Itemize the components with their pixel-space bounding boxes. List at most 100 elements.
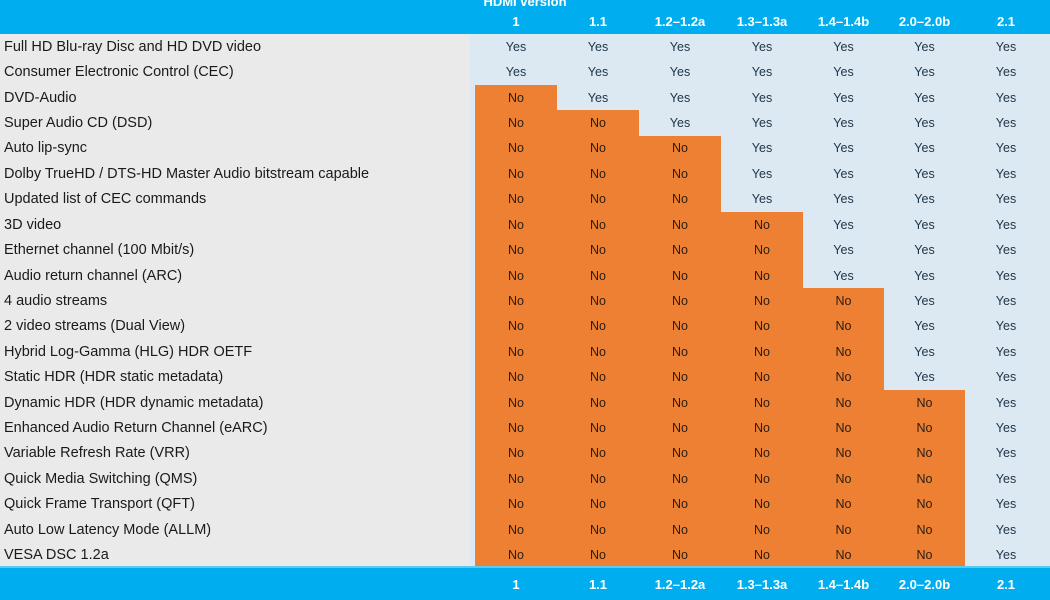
- support-cell: No: [754, 370, 770, 385]
- support-cell: No: [590, 421, 606, 436]
- feature-label: Ethernet channel (100 Mbit/s): [4, 242, 195, 259]
- feature-label: Enhanced Audio Return Channel (eARC): [4, 420, 268, 437]
- support-cell: Yes: [669, 65, 691, 80]
- unsupported-block-column-2: [557, 110, 639, 568]
- support-cell: Yes: [995, 548, 1017, 563]
- table-row: Super Audio CD (DSD) No No Yes Yes Yes Yes Yes: [0, 110, 1050, 135]
- table-row: Dolby TrueHD / DTS-HD Master Audio bitst…: [0, 161, 1050, 186]
- support-cell: No: [590, 370, 606, 385]
- table-row: Dynamic HDR (HDR dynamic metadata) No No No…: [0, 390, 1050, 415]
- support-cell: No: [672, 471, 688, 486]
- footer-divider: [0, 566, 1050, 568]
- support-cell: Yes: [995, 344, 1017, 359]
- support-cell: Yes: [995, 217, 1017, 232]
- support-cell: Yes: [751, 166, 773, 181]
- support-cell: No: [590, 141, 606, 156]
- table-row: Static HDR (HDR static metadata) No No No No…: [0, 364, 1050, 389]
- version-column-header-bottom: 1.2–1.2a: [654, 576, 706, 592]
- table-row: Auto lip-sync No No No Yes Yes Yes Yes: [0, 136, 1050, 161]
- feature-label: DVD-Audio: [4, 89, 77, 106]
- support-cell: Yes: [995, 446, 1017, 461]
- support-cell: No: [508, 471, 524, 486]
- support-cell: Yes: [995, 319, 1017, 334]
- support-cell: No: [508, 141, 524, 156]
- support-cell: Yes: [833, 217, 854, 232]
- support-cell: No: [835, 497, 852, 512]
- support-cell: No: [754, 268, 770, 283]
- support-cell: No: [672, 497, 688, 512]
- support-cell: No: [508, 395, 524, 410]
- table-row: 3D video No No No No Yes Yes Yes: [0, 212, 1050, 237]
- support-cell: Yes: [914, 141, 935, 156]
- feature-label: Dynamic HDR (HDR dynamic metadata): [4, 394, 264, 411]
- support-cell: Yes: [669, 115, 691, 130]
- support-cell: No: [590, 522, 606, 537]
- feature-label: Updated list of CEC commands: [4, 191, 207, 208]
- support-cell: No: [835, 471, 852, 486]
- support-cell: No: [754, 319, 770, 334]
- support-cell: No: [835, 395, 852, 410]
- support-cell: Yes: [587, 39, 609, 54]
- support-cell: No: [508, 217, 524, 232]
- feature-label: 4 audio streams: [4, 292, 108, 309]
- support-cell: No: [754, 522, 770, 537]
- support-cell: No: [916, 548, 933, 563]
- table-row: Ethernet channel (100 Mbit/s) No No No No Yes…: [0, 237, 1050, 262]
- support-cell: No: [916, 395, 933, 410]
- support-cell: Yes: [995, 395, 1017, 410]
- version-column-header-top: 1.2–1.2a: [654, 13, 706, 29]
- table-row: Full HD Blu-ray Disc and HD DVD video Yes…: [0, 34, 1050, 59]
- table-body: Full HD Blu-ray Disc and HD DVD video Yes…: [0, 34, 1050, 568]
- support-cell: Yes: [995, 522, 1017, 537]
- support-cell: No: [590, 548, 606, 563]
- support-cell: No: [508, 446, 524, 461]
- support-cell: No: [590, 217, 606, 232]
- support-cell: No: [590, 497, 606, 512]
- support-cell: No: [672, 446, 688, 461]
- support-cell: Yes: [751, 115, 773, 130]
- table-row: Enhanced Audio Return Channel (eARC) No No…: [0, 415, 1050, 440]
- support-cell: No: [590, 344, 606, 359]
- table-footer-band: 1 1.1 1.2–1.2a 1.3–1.3a 1.4–1.4b 2.0–2.0b 2.1: [0, 568, 1050, 600]
- version-column-header-bottom: 2.0–2.0b: [898, 576, 951, 592]
- support-cell: Yes: [995, 141, 1017, 156]
- support-cell: No: [754, 446, 770, 461]
- version-column-header-bottom: 1: [512, 576, 520, 592]
- feature-label: Super Audio CD (DSD): [4, 114, 153, 131]
- support-cell: No: [508, 192, 524, 207]
- table-header-band: 1 1.1 1.2–1.2a 1.3–1.3a 1.4–1.4b 2.0–2.0b 2.1: [0, 8, 1050, 34]
- support-cell: No: [508, 243, 524, 258]
- support-cell: Yes: [914, 166, 935, 181]
- support-cell: No: [508, 548, 524, 563]
- version-column-header-top: 1.3–1.3a: [736, 13, 788, 29]
- support-cell: Yes: [833, 268, 854, 283]
- version-column-header-bottom: 2.1: [996, 576, 1016, 592]
- table-row: Quick Frame Transport (QFT) No No No No No No Y…: [0, 492, 1050, 517]
- support-cell: Yes: [833, 39, 854, 54]
- support-cell: Yes: [914, 370, 935, 385]
- table-row: VESA DSC 1.2a No No No No No No Yes: [0, 542, 1050, 567]
- table-row: Variable Refresh Rate (VRR) No No No No No No Y…: [0, 441, 1050, 466]
- support-cell: No: [754, 471, 770, 486]
- support-cell: Yes: [914, 243, 935, 258]
- support-cell: No: [672, 344, 688, 359]
- support-cell: No: [508, 293, 524, 308]
- table-title-band: HDMI version: [0, 0, 1050, 10]
- support-cell: Yes: [914, 65, 935, 80]
- support-cell: No: [672, 395, 688, 410]
- support-cell: No: [590, 243, 606, 258]
- feature-label: Full HD Blu-ray Disc and HD DVD video: [4, 38, 262, 55]
- support-cell: No: [590, 293, 606, 308]
- feature-label: Static HDR (HDR static metadata): [4, 369, 224, 386]
- support-cell: Yes: [914, 268, 935, 283]
- support-cell: Yes: [914, 217, 935, 232]
- support-cell: Yes: [995, 90, 1017, 105]
- support-cell: Yes: [995, 243, 1017, 258]
- support-cell: No: [835, 446, 852, 461]
- feature-label: Auto lip-sync: [4, 140, 88, 157]
- version-column-header-bottom: 1.3–1.3a: [736, 576, 788, 592]
- support-cell: Yes: [833, 65, 854, 80]
- support-cell: Yes: [751, 141, 773, 156]
- feature-label: Dolby TrueHD / DTS-HD Master Audio bitst…: [4, 165, 370, 182]
- table-row: 4 audio streams No No No No No Yes Yes: [0, 288, 1050, 313]
